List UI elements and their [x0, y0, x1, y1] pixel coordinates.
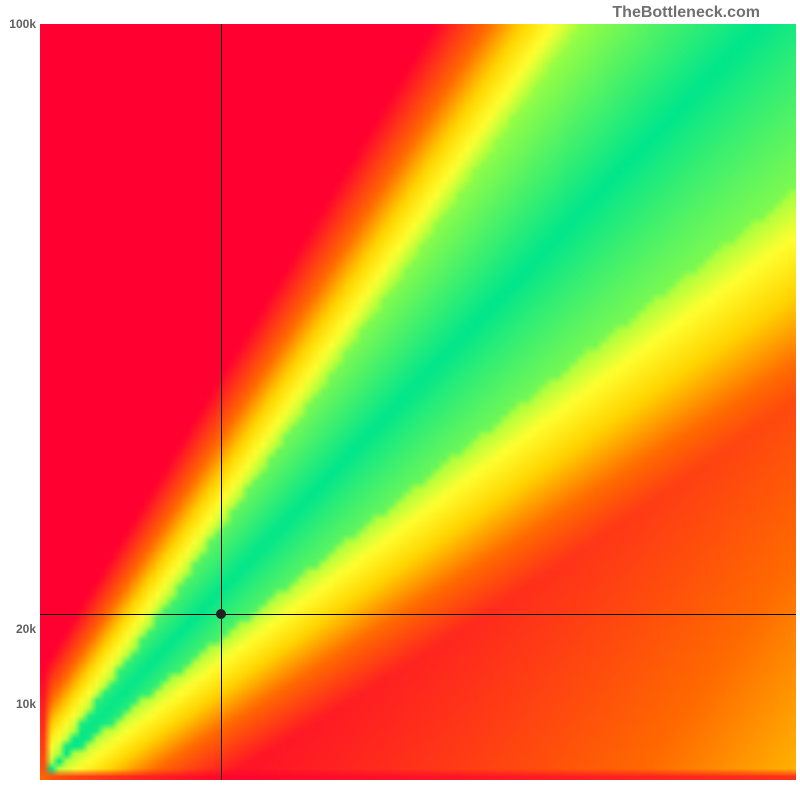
y-axis-line: [221, 24, 222, 780]
y-tick-label: 100k: [2, 17, 36, 31]
data-point-marker: [216, 609, 226, 619]
y-tick-label: 10k: [2, 697, 36, 711]
watermark: TheBottleneck.com: [612, 4, 760, 22]
heatmap-canvas: [40, 24, 796, 780]
plot-area: [40, 24, 796, 780]
x-axis-line: [40, 614, 796, 615]
y-tick-label: 20k: [2, 622, 36, 636]
